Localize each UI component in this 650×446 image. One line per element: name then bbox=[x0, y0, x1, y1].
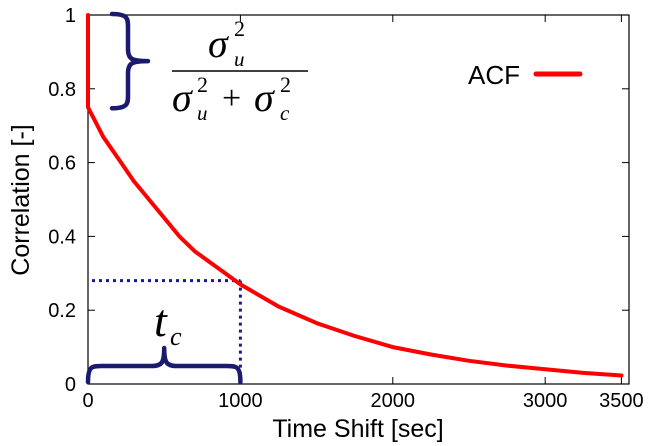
formula-numerator-sub: u bbox=[234, 47, 245, 71]
formula-denominator-right-sup: 2 bbox=[280, 72, 291, 97]
tc-label-t: t bbox=[154, 295, 168, 346]
correlation-time-label: t c bbox=[154, 295, 182, 351]
formula-denominator-right-sigma: σ bbox=[254, 75, 275, 120]
legend-label-acf: ACF bbox=[468, 60, 520, 90]
plot-frame bbox=[87, 14, 630, 385]
formula-numerator-sup: 2 bbox=[234, 16, 245, 41]
y-tick-label: 0.4 bbox=[48, 226, 76, 248]
y-tick-label: 0 bbox=[65, 374, 76, 396]
y-tick-label: 1 bbox=[65, 5, 76, 27]
tc-label-sub: c bbox=[170, 322, 182, 351]
x-tick-label: 3000 bbox=[523, 390, 568, 412]
y-axis-label: Correlation [-] bbox=[7, 124, 35, 275]
formula-plus: + bbox=[222, 80, 241, 117]
variance-ratio-formula: σ u 2 σ u 2 + σ c 2 bbox=[172, 16, 308, 125]
series-layer bbox=[86, 13, 624, 378]
formula-denominator-left-sub: u bbox=[197, 101, 208, 125]
x-axis-label: Time Shift [sec] bbox=[272, 415, 443, 443]
annotation-layer bbox=[85, 11, 243, 385]
x-tick-label: 0 bbox=[82, 390, 93, 412]
y-tick-label: 0.6 bbox=[48, 153, 76, 175]
legend: ACF bbox=[468, 60, 583, 90]
formula-numerator-sigma: σ bbox=[208, 21, 229, 66]
formula-denominator-left-sigma: σ bbox=[172, 75, 193, 120]
tick-layer: 0 1000 2000 3000 3500 0 0.2 0.4 0.6 0.8 1 bbox=[48, 5, 643, 412]
formula-denominator-right-sub: c bbox=[280, 101, 290, 125]
x-tick-label: 3500 bbox=[599, 390, 644, 412]
y-tick-label: 0.2 bbox=[48, 300, 76, 322]
series-line-acf bbox=[86, 13, 624, 378]
formula-denominator-left-sup: 2 bbox=[197, 72, 208, 97]
x-tick-label: 2000 bbox=[371, 390, 416, 412]
tc-brace bbox=[85, 345, 243, 385]
y-tick-label: 0.8 bbox=[48, 79, 76, 101]
x-tick-label: 1000 bbox=[218, 390, 263, 412]
variance-brace bbox=[109, 11, 151, 111]
